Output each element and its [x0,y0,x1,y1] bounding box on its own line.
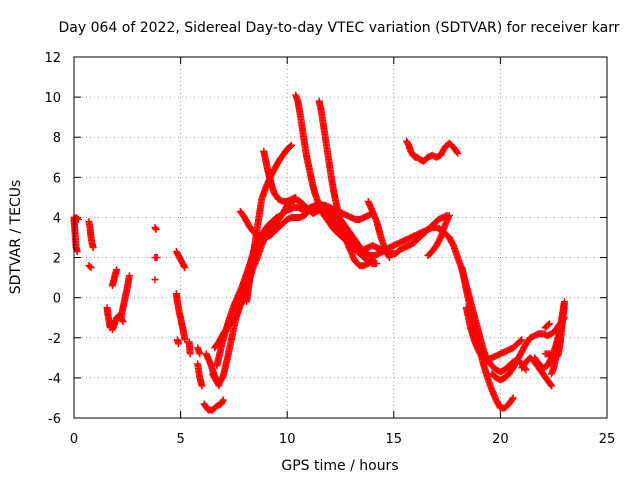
x-axis-label: GPS time / hours [281,458,398,474]
data-point [368,256,376,264]
y-tick-label: 12 [44,51,61,66]
data-point [517,337,525,345]
data-point [73,248,81,256]
data-point [73,214,81,222]
data-point [560,298,568,306]
data-point [287,141,295,149]
x-tick-label: 0 [70,432,78,447]
chart-title: Day 064 of 2022, Sidereal Day-to-day VTE… [59,20,620,36]
grid-lines [74,57,607,418]
data-point [87,264,95,272]
y-tick-label: -2 [48,332,61,347]
data-point [544,321,552,329]
data-point [508,395,516,403]
data-point [453,148,461,156]
data-point [125,272,133,280]
data-point [86,263,94,271]
x-tick-label: 15 [386,432,403,447]
x-tick-label: 10 [279,432,296,447]
data-point [385,252,393,260]
y-tick-label: 2 [53,252,61,267]
data-point [153,254,161,262]
y-axis-label: SDTVAR / TECUs [8,180,24,295]
x-tick-label: 5 [176,432,184,447]
data-point [119,318,127,326]
data-point [174,340,182,348]
data-point [516,352,524,360]
data-point [89,244,97,252]
data-point [545,320,553,328]
data-point [518,336,526,344]
x-axis-ticks: 0 5 10 15 20 25 [70,57,615,447]
data-point [151,276,159,284]
data-point [186,350,194,358]
y-tick-label: 0 [53,292,61,307]
y-tick-label: -4 [48,372,61,387]
data-point [292,193,300,201]
data-point [373,260,381,268]
data-point [454,149,462,157]
data-point [522,366,530,374]
data-point [219,396,227,404]
data-point [113,266,121,274]
x-tick-label: 20 [492,432,509,447]
data-point [286,142,294,150]
y-tick-label: 10 [44,91,61,106]
data-point [509,394,517,402]
data-points [70,91,568,414]
data-point [196,350,204,358]
x-tick-label: 25 [599,432,616,447]
data-point [74,215,82,223]
data-point [548,382,556,390]
plot-frame [73,56,608,419]
y-tick-label: 4 [53,211,61,226]
data-point [181,336,189,344]
data-point [181,264,189,272]
y-tick-label: 6 [53,171,61,186]
data-point [152,225,160,233]
data-point [180,262,188,270]
y-tick-label: -6 [48,412,61,427]
data-point [198,382,206,390]
data-point [219,397,227,405]
data-point [367,257,375,265]
y-tick-label: 8 [53,131,61,146]
data-point [445,211,453,219]
data-point [386,254,394,262]
y-axis-ticks: -6 -4 -2 0 2 4 6 8 10 12 [44,51,607,427]
data-point [547,381,555,389]
